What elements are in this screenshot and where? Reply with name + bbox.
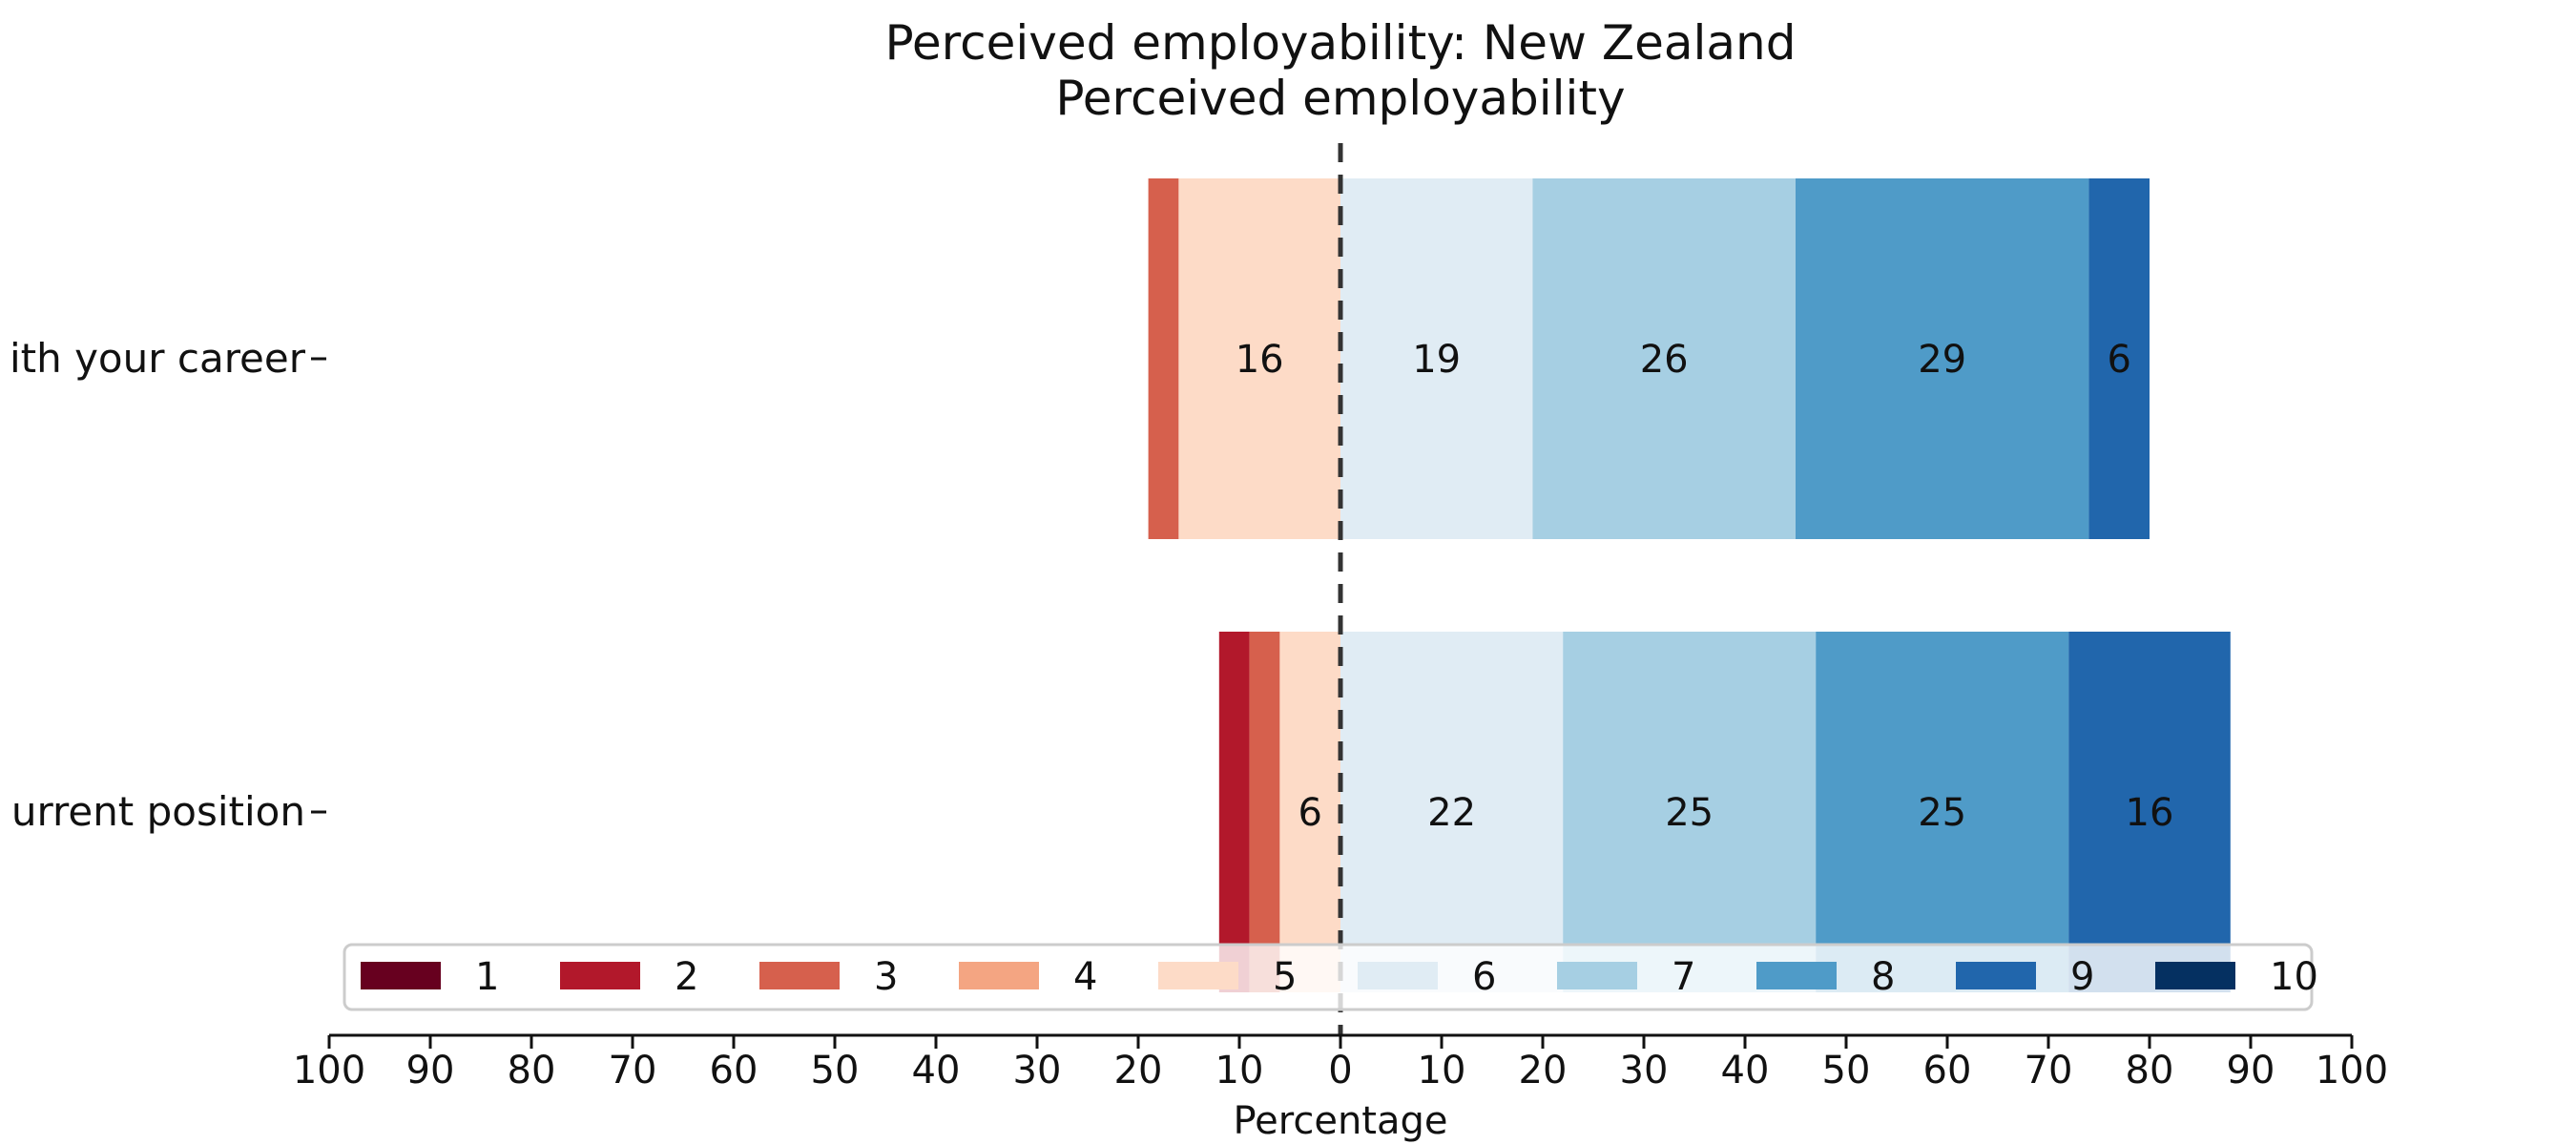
x-tick-label: 0: [1328, 1049, 1352, 1093]
bar-labels-group: 16 19 26 29 6 6 22 25 25 16: [1236, 338, 2174, 835]
bar-1-series-3: [1148, 178, 1179, 539]
bar-1-series-7: [1532, 178, 1796, 539]
legend-label-4: 4: [1073, 955, 1097, 999]
x-tick-label: 40: [1721, 1049, 1770, 1093]
x-tick-label: 70: [2025, 1049, 2073, 1093]
legend-swatch-1: [361, 962, 441, 989]
bar-2-series-9: [2068, 632, 2231, 992]
x-tick-label: 60: [710, 1049, 758, 1093]
bar-1-series-5: [1178, 178, 1340, 539]
bar-1-series-9: [2088, 178, 2150, 539]
bar-value-label: 26: [1640, 338, 1689, 382]
bar-2-series-7: [1563, 632, 1817, 992]
category-label: ith your career: [10, 335, 306, 382]
x-tick-label: 20: [1519, 1049, 1568, 1093]
x-tick-label: 30: [1620, 1049, 1669, 1093]
x-axis: 100 90 80 70 60 50 40 30 20 10 0 10 20 30 40 50 60 70 80 90…: [293, 1033, 2388, 1093]
legend-swatch-8: [1756, 962, 1837, 989]
chart-title: Perceived employability: New Zealand: [885, 15, 1797, 71]
x-tick-label: 80: [2126, 1049, 2174, 1093]
x-axis-label: Percentage: [1233, 1099, 1447, 1143]
category-label: urrent position: [11, 788, 305, 835]
bar-value-label: 22: [1427, 791, 1476, 835]
legend-swatch-9: [1956, 962, 2036, 989]
legend-label-1: 1: [475, 955, 499, 999]
x-tick-label: 30: [1013, 1049, 1062, 1093]
x-tick-label: 100: [293, 1049, 365, 1093]
chart-subtitle: Perceived employability: [1055, 71, 1625, 126]
bars-group: [1148, 178, 2231, 992]
legend: 1 2 3 4 5 6 7 8 9 10: [343, 943, 2318, 1011]
legend-label-6: 6: [1472, 955, 1496, 999]
legend-label-8: 8: [1871, 955, 1895, 999]
bar-value-label: 25: [1665, 791, 1714, 835]
legend-swatch-7: [1557, 962, 1637, 989]
x-tick-label: 50: [811, 1049, 860, 1093]
legend-swatch-3: [759, 962, 840, 989]
x-tick-label: 90: [2227, 1049, 2275, 1093]
x-tick-label: 10: [1418, 1049, 1466, 1093]
legend-frame: [343, 943, 2314, 1011]
legend-swatch-2: [560, 962, 640, 989]
x-tick-label: 10: [1215, 1049, 1264, 1093]
bar-2-series-2: [1218, 632, 1250, 992]
bar-value-label: 16: [1236, 338, 1284, 382]
bar-value-label: 6: [2107, 338, 2130, 382]
bar-2-series-3: [1249, 632, 1280, 992]
bar-1-series-8: [1796, 178, 2089, 539]
bar-value-label: 16: [2126, 791, 2174, 835]
legend-label-10: 10: [2270, 955, 2318, 999]
legend-label-9: 9: [2070, 955, 2094, 999]
legend-label-2: 2: [675, 955, 698, 999]
legend-swatch-4: [959, 962, 1039, 989]
x-tick-label: 80: [508, 1049, 556, 1093]
bar-2-series-8: [1816, 632, 2069, 992]
bar-value-label: 19: [1412, 338, 1461, 382]
legend-label-3: 3: [874, 955, 898, 999]
x-tick-label: 20: [1114, 1049, 1163, 1093]
legend-label-7: 7: [1672, 955, 1695, 999]
bar-value-label: 29: [1918, 338, 1966, 382]
legend-swatch-6: [1358, 962, 1438, 989]
category-labels-group: ith your career urrent position: [10, 335, 326, 835]
bar-1-series-6: [1340, 178, 1533, 539]
x-tick-label: 70: [609, 1049, 657, 1093]
legend-swatch-5: [1158, 962, 1238, 989]
bar-value-label: 25: [1918, 791, 1966, 835]
x-tick-label: 100: [2316, 1049, 2388, 1093]
bar-2-series-6: [1340, 632, 1564, 992]
bar-2-series-5: [1279, 632, 1340, 992]
bar-value-label: 6: [1298, 791, 1321, 835]
x-tick-label: 40: [912, 1049, 961, 1093]
x-tick-label: 90: [406, 1049, 455, 1093]
legend-swatch-10: [2155, 962, 2235, 989]
legend-label-5: 5: [1273, 955, 1297, 999]
x-tick-label: 60: [1923, 1049, 1972, 1093]
x-tick-label: 50: [1822, 1049, 1871, 1093]
